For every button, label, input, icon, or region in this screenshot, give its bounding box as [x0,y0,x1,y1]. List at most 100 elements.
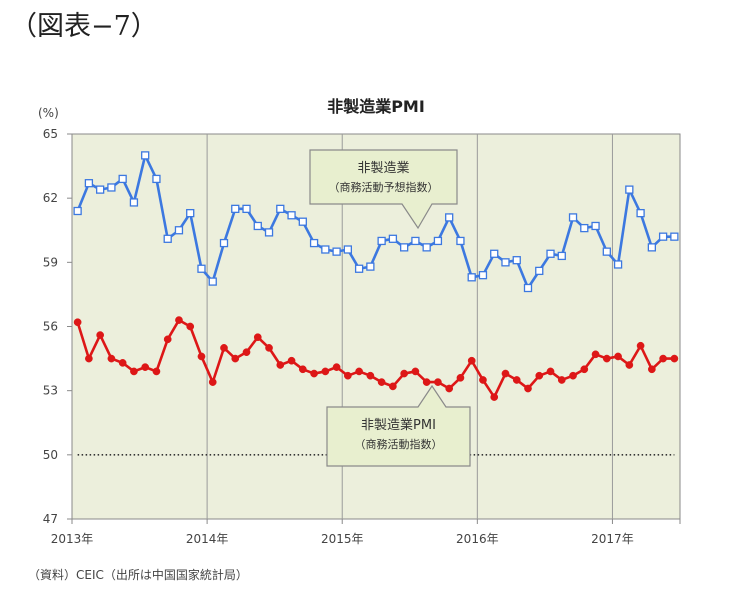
data-point [490,249,499,258]
data-point [118,174,127,184]
data-point [659,354,667,363]
y-tick-label: 53 [43,384,58,398]
data-point [73,318,82,327]
pmi-line-chart: 非製造業PMI (%) 2013年 2014年 2015年 2016年 2017年 47 5… [38,97,681,546]
x-tick-label: 2015年 [321,532,364,546]
data-point [456,236,465,246]
data-point [197,352,206,361]
data-point [163,234,172,243]
data-point [557,251,566,261]
data-point [467,356,476,365]
data-point [636,208,645,218]
data-point [298,365,307,374]
data-point [580,223,589,233]
data-point [321,367,330,376]
data-point [152,367,161,376]
series-layer [73,151,679,401]
data-point [85,354,93,363]
data-point [321,245,330,254]
data-point [647,243,657,252]
data-point [479,376,487,384]
data-point [118,359,127,367]
data-point [287,211,296,220]
data-point [264,228,274,237]
y-tick-label: 50 [43,448,58,462]
y-axis-unit-label: (%) [38,106,59,120]
data-point [343,245,353,254]
data-point [219,238,229,248]
data-point [613,260,623,269]
data-point [287,356,296,365]
data-point [96,331,104,339]
data-point [670,232,679,241]
data-point [658,232,668,241]
axis-layer: 2013年 2014年 2015年 2016年 2017年 47 50 53 56 59 62 65 [43,127,681,546]
data-point [95,185,105,194]
data-point [546,249,555,258]
legend-label: 非製造業PMI [361,417,436,433]
legend-label: （商務活動予想指数） [329,180,439,194]
data-point [332,363,341,371]
data-point [501,369,510,378]
data-point [478,271,488,280]
callout-layer: 非製造業 （商務活動予想指数） 非製造業PMI （商務活動指数） [309,149,471,467]
data-point [535,266,544,276]
data-point [366,262,375,271]
y-tick-label: 65 [43,127,58,141]
data-point [208,378,217,386]
x-tick-label: 2016年 [456,532,499,546]
data-point [523,283,533,293]
data-point [141,363,150,371]
data-point [580,365,589,374]
data-point [411,236,420,246]
data-point [625,185,634,194]
data-point [242,204,251,214]
data-point [163,335,172,344]
data-point [208,277,217,286]
data-point [220,344,228,352]
data-point [332,247,341,256]
data-point [355,367,363,376]
data-point [670,354,679,363]
data-point [253,333,262,342]
data-point [400,369,408,378]
data-point [625,361,634,369]
data-point [602,247,611,256]
data-point [524,384,532,393]
data-point [231,354,240,363]
x-tick-label: 2013年 [51,532,94,546]
data-point [602,354,611,363]
figure-label: （図表−7） [10,11,158,42]
data-point [512,376,521,384]
data-point [490,393,499,401]
callout-box [309,149,458,230]
data-point [309,238,319,248]
y-tick-label: 59 [43,255,58,269]
data-point [141,151,150,160]
data-point [84,179,94,188]
data-point [129,198,139,207]
data-point [433,236,443,246]
data-point [445,384,454,393]
data-point [591,350,600,359]
data-point [253,221,262,231]
data-point [546,367,555,376]
data-point [377,236,386,246]
data-point [501,258,510,267]
chart-title: 非製造業PMI [327,97,425,116]
y-tick-label: 62 [43,191,58,205]
data-point [276,361,285,369]
callout-box [326,384,471,467]
data-point [456,373,465,382]
data-point [242,348,251,357]
data-point [568,213,578,222]
data-point [231,204,240,214]
data-point [389,382,397,391]
data-point [298,217,307,226]
data-point [557,376,566,384]
series-callout-0: 非製造業 （商務活動予想指数） [309,149,458,230]
y-tick-label: 56 [43,320,58,334]
data-point [107,183,116,192]
x-tick-label: 2014年 [186,532,229,546]
data-point [174,226,184,235]
